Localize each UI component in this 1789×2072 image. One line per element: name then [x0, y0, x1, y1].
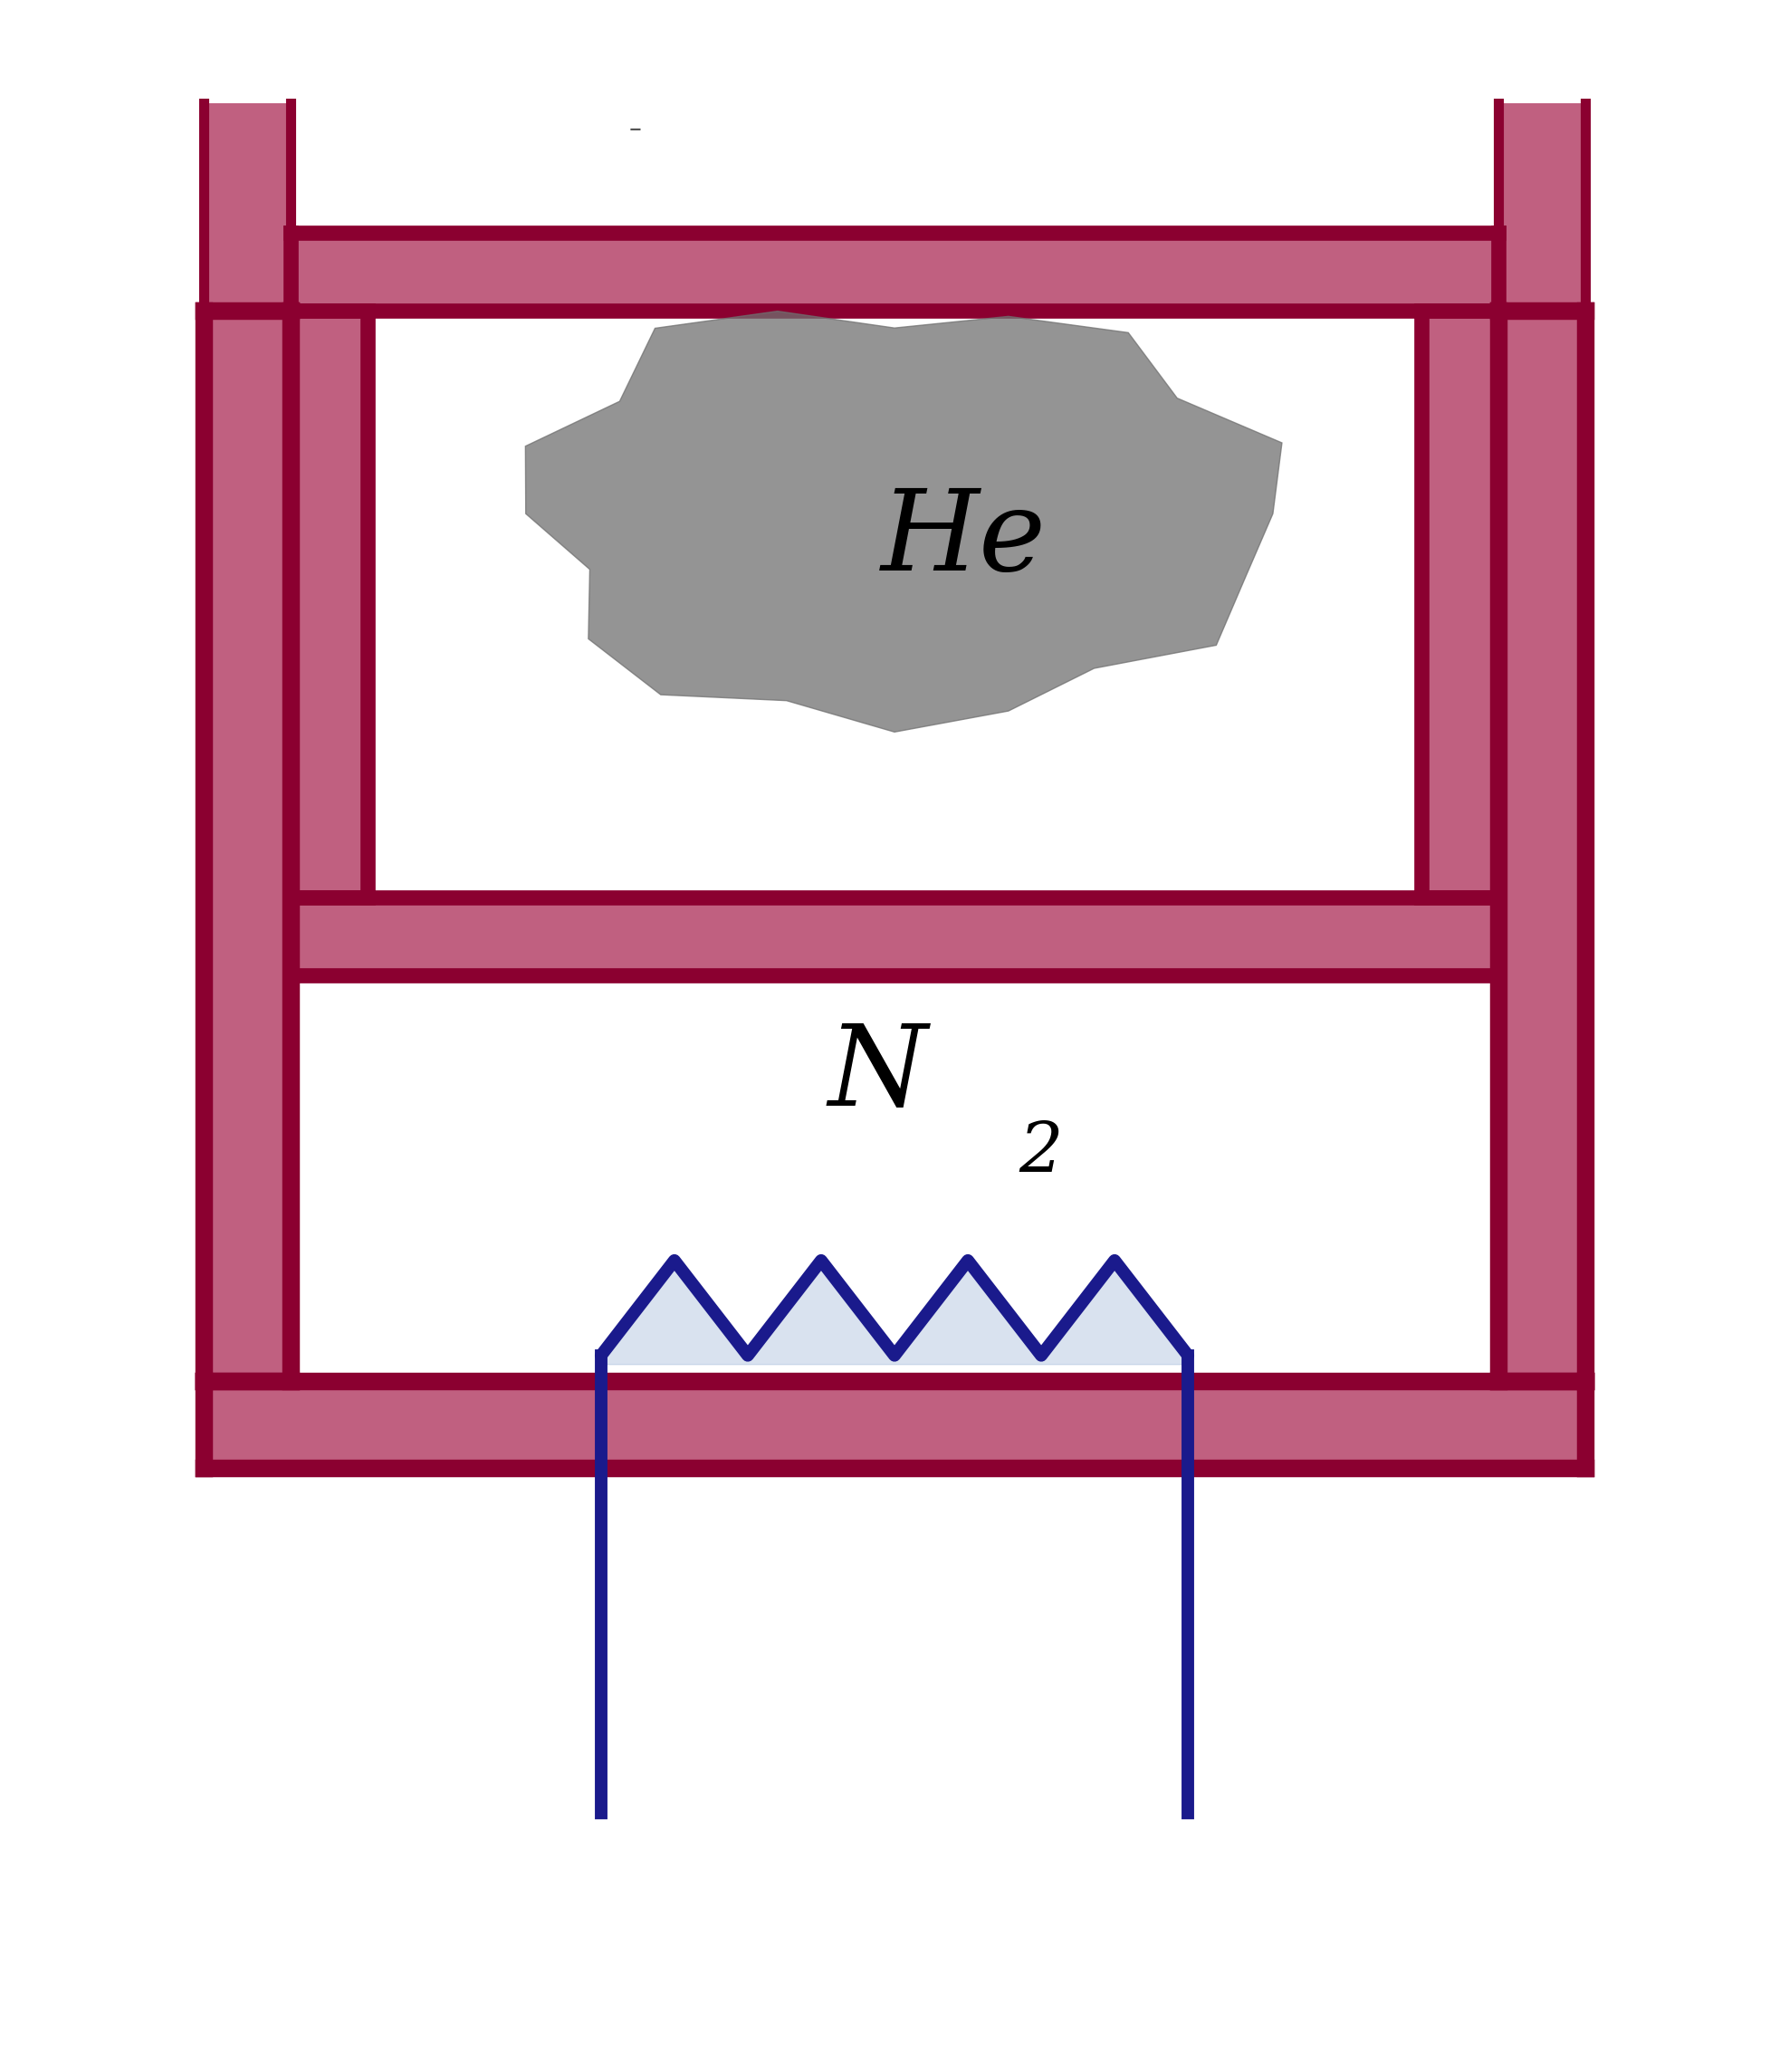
Text: He: He — [880, 485, 1047, 595]
Bar — [290, 897, 1499, 976]
Bar — [290, 311, 369, 897]
Bar — [204, 1382, 1585, 1467]
Text: 2: 2 — [1020, 1119, 1063, 1185]
Bar — [1499, 104, 1585, 311]
Text: N: N — [828, 1019, 927, 1129]
Bar — [1420, 311, 1499, 897]
Bar — [290, 234, 1499, 311]
Text: –: – — [630, 116, 642, 143]
Bar — [1499, 311, 1585, 1382]
Bar — [204, 104, 290, 311]
Bar — [204, 311, 290, 1382]
Polygon shape — [526, 311, 1283, 731]
